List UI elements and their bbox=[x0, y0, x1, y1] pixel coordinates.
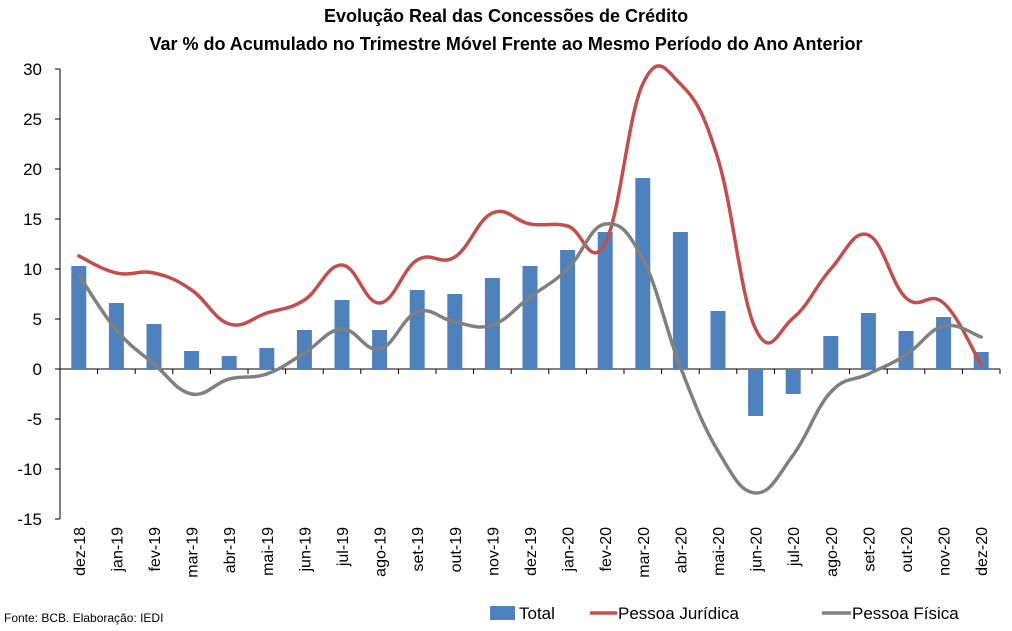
y-tick-label: -15 bbox=[17, 510, 42, 529]
x-tick-label: fev-19 bbox=[147, 527, 164, 572]
x-tick-label: mar-20 bbox=[636, 527, 653, 578]
bar-total bbox=[447, 294, 463, 369]
x-tick-label: jul-19 bbox=[335, 527, 352, 567]
x-tick-label: jun-20 bbox=[749, 527, 766, 573]
x-tick-label: set-19 bbox=[410, 527, 427, 572]
x-tick-labels: dez-18 jan-19 fev-19 mar-19 abr-19 mai-19 jun-… bbox=[72, 527, 991, 578]
y-tick-label: 10 bbox=[23, 260, 42, 279]
line-pessoa-fisica bbox=[77, 222, 983, 495]
x-tick-label: ago-20 bbox=[824, 527, 841, 577]
x-tick-label: abr-20 bbox=[673, 527, 690, 573]
bar-total bbox=[146, 324, 162, 369]
x-tick-label: jan-19 bbox=[109, 527, 126, 573]
bar-total bbox=[672, 232, 688, 369]
bar-total bbox=[635, 178, 651, 369]
x-tick-label: fev-20 bbox=[598, 527, 615, 572]
y-tick-labels: -15 -10 -5 0 5 10 15 20 25 30 bbox=[17, 60, 42, 529]
legend-swatch-total bbox=[490, 606, 515, 620]
chart-subtitle: Var % do Acumulado no Trimestre Móvel Fr… bbox=[149, 34, 863, 54]
x-tick-label: nov-20 bbox=[937, 527, 954, 576]
line-series bbox=[77, 64, 983, 495]
bar-total bbox=[296, 330, 312, 369]
source-note: Fonte: BCB. Elaboração: IEDI bbox=[4, 611, 164, 625]
y-tick-label: 5 bbox=[33, 310, 42, 329]
y-tick-label: 25 bbox=[23, 110, 42, 129]
y-tick-label: 20 bbox=[23, 160, 42, 179]
x-tick-label: mai-19 bbox=[260, 527, 277, 576]
x-tick-label: mar-19 bbox=[185, 527, 202, 578]
x-tick-label: ago-19 bbox=[373, 527, 390, 577]
legend: Total Pessoa Jurídica Pessoa Física bbox=[490, 604, 959, 623]
x-tick-label: jan-20 bbox=[561, 527, 578, 573]
x-tick-label: dez-19 bbox=[523, 527, 540, 576]
x-tick-label: abr-19 bbox=[222, 527, 239, 573]
legend-label-total: Total bbox=[519, 604, 555, 623]
bar-total bbox=[560, 250, 576, 369]
bar-total bbox=[71, 266, 87, 369]
bar-series-total bbox=[71, 178, 989, 416]
x-tick-label: out-20 bbox=[899, 527, 916, 572]
x-tick-label: jul-20 bbox=[786, 527, 803, 567]
bar-total bbox=[522, 266, 538, 369]
bar-total bbox=[898, 331, 914, 369]
y-tick-label: 30 bbox=[23, 60, 42, 79]
legend-label-pessoa-fisica: Pessoa Física bbox=[852, 604, 959, 623]
y-tick-label: 0 bbox=[33, 360, 42, 379]
bar-total bbox=[409, 290, 425, 369]
y-tick-label: -10 bbox=[17, 460, 42, 479]
bar-total bbox=[259, 348, 275, 369]
x-tick-label: set-20 bbox=[861, 527, 878, 572]
x-tick-label: jun-19 bbox=[297, 527, 314, 573]
x-tick-label: dez-18 bbox=[72, 527, 89, 576]
y-tick-label: 15 bbox=[23, 210, 42, 229]
x-tick-label: nov-19 bbox=[485, 527, 502, 576]
bar-total bbox=[184, 351, 200, 369]
chart-title: Evolução Real das Concessões de Crédito bbox=[323, 6, 689, 26]
y-tick-label: -5 bbox=[27, 410, 42, 429]
x-tick-label: mai-20 bbox=[711, 527, 728, 576]
bar-total bbox=[860, 313, 876, 369]
bar-total bbox=[221, 356, 237, 369]
bar-total bbox=[597, 232, 613, 369]
line-pessoa-juridica bbox=[77, 64, 983, 367]
bar-total bbox=[748, 369, 764, 416]
bar-total bbox=[785, 369, 801, 394]
bar-total bbox=[936, 317, 952, 369]
x-tick-label: out-19 bbox=[448, 527, 465, 572]
legend-label-pessoa-juridica: Pessoa Jurídica bbox=[618, 604, 739, 623]
bar-total bbox=[710, 311, 726, 369]
bar-total bbox=[108, 303, 124, 369]
bar-total bbox=[334, 300, 350, 369]
x-tick-label: dez-20 bbox=[974, 527, 991, 576]
bar-total bbox=[823, 336, 839, 369]
